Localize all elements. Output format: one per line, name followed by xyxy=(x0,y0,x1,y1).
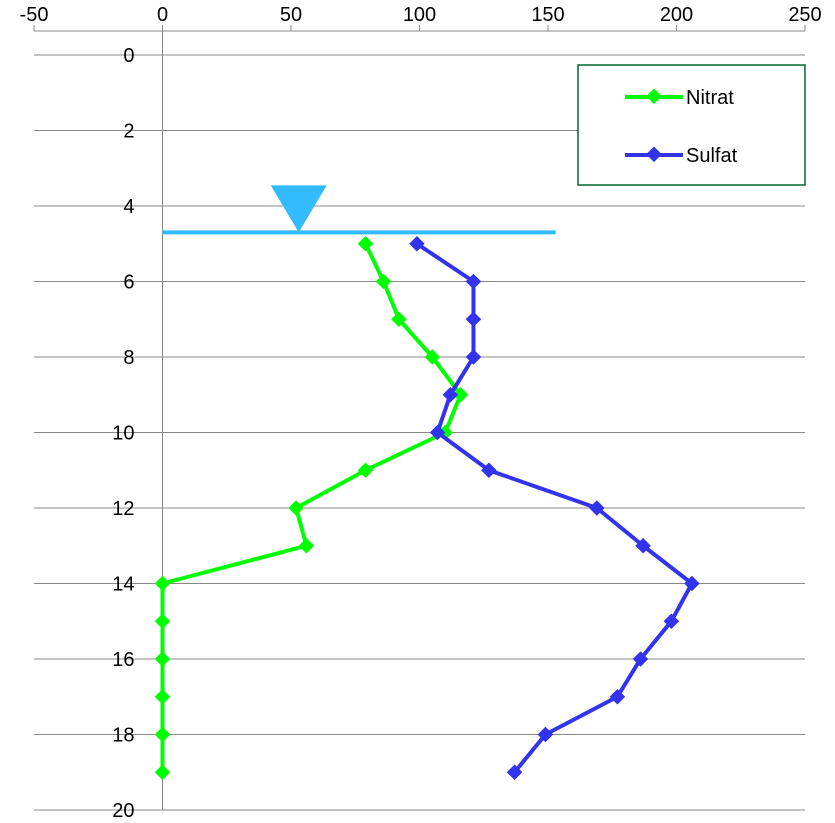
y-tick-label: 6 xyxy=(123,272,134,294)
data-point-sulfat xyxy=(506,764,523,781)
y-tick-label: 18 xyxy=(112,725,134,747)
y-tick-labels: 0 2 4 6 8 10 12 14 16 18 20 xyxy=(112,45,134,822)
y-tick-label: 0 xyxy=(123,45,134,67)
data-point-sulfat xyxy=(465,311,482,328)
data-point-nitrat xyxy=(288,500,304,516)
data-point-sulfat xyxy=(663,613,680,630)
x-tick-label: 100 xyxy=(403,4,436,26)
data-point-nitrat xyxy=(375,273,392,290)
water-table-marker xyxy=(162,185,556,235)
legend-marker-sulfat xyxy=(646,146,662,163)
data-point-nitrat xyxy=(154,651,171,667)
data-point-nitrat xyxy=(154,613,171,630)
legend-label-sulfat: Sulfat xyxy=(686,145,738,167)
data-point-nitrat xyxy=(154,764,171,781)
x-tick-label: 150 xyxy=(531,4,564,26)
water-level-triangle-icon xyxy=(270,185,327,233)
y-tick-label: 2 xyxy=(123,121,134,143)
y-tick-label: 4 xyxy=(123,196,134,218)
data-point-nitrat xyxy=(357,462,374,479)
x-tick-label: 250 xyxy=(788,4,821,26)
data-point-nitrat xyxy=(154,688,171,705)
x-tick-label: 200 xyxy=(660,4,693,26)
data-point-sulfat xyxy=(537,726,554,743)
legend: Nitrat Sulfat xyxy=(577,64,806,186)
y-tick-label: 12 xyxy=(112,498,134,520)
data-point-sulfat xyxy=(635,537,651,554)
x-tick-label: 50 xyxy=(280,4,302,26)
data-point-sulfat xyxy=(632,651,649,667)
x-tick-label: -50 xyxy=(20,4,49,26)
data-point-nitrat xyxy=(298,537,315,554)
legend-box xyxy=(577,64,806,186)
legend-label-nitrat: Nitrat xyxy=(686,87,734,109)
data-point-sulfat xyxy=(684,575,700,592)
x-tick-label: 0 xyxy=(157,4,168,26)
data-point-nitrat xyxy=(357,235,374,252)
y-tick-label: 20 xyxy=(112,800,134,822)
y-tick-label: 8 xyxy=(123,347,134,369)
data-point-nitrat xyxy=(154,726,171,743)
x-tick-labels: -50 0 50 100 150 200 250 xyxy=(20,4,822,26)
data-point-sulfat xyxy=(409,235,425,252)
y-tick-label: 14 xyxy=(112,574,134,596)
data-point-nitrat xyxy=(154,575,171,592)
y-tick-label: 16 xyxy=(112,649,134,671)
y-tick-label: 10 xyxy=(112,423,134,445)
data-point-sulfat xyxy=(609,688,626,705)
